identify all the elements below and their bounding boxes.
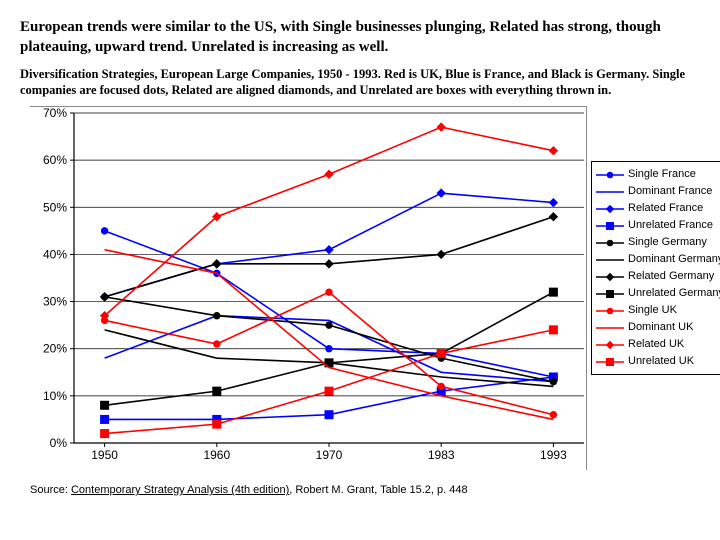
svg-text:60%: 60%	[43, 153, 67, 167]
legend-swatch	[596, 322, 624, 334]
svg-text:1993: 1993	[540, 448, 567, 462]
series-related-france	[101, 189, 558, 301]
svg-text:70%: 70%	[43, 107, 67, 120]
legend-label: Single Germany	[628, 234, 707, 252]
legend-label: Unrelated France	[628, 217, 713, 235]
legend-label: Related France	[628, 200, 703, 218]
source-label: Source:	[30, 484, 71, 496]
chart-caption: Diversification Strategies, European Lar…	[20, 67, 700, 98]
series-related-germany	[101, 213, 558, 301]
svg-text:10%: 10%	[43, 389, 67, 403]
legend-swatch	[596, 271, 624, 283]
svg-text:1950: 1950	[91, 448, 118, 462]
legend-label: Dominant France	[628, 183, 712, 201]
legend-swatch	[596, 288, 624, 300]
source-title: Contemporary Strategy Analysis (4th edit…	[71, 484, 289, 496]
legend-item: Unrelated France	[596, 217, 720, 234]
legend-swatch	[596, 356, 624, 368]
page-heading: European trends were similar to the US, …	[20, 18, 700, 57]
legend-label: Related Germany	[628, 268, 714, 286]
svg-text:0%: 0%	[50, 436, 68, 450]
legend-swatch	[596, 169, 624, 181]
legend-item: Single Germany	[596, 234, 720, 251]
legend-label: Dominant UK	[628, 319, 693, 337]
legend-label: Single France	[628, 166, 696, 184]
legend-item: Dominant UK	[596, 319, 720, 336]
svg-text:30%: 30%	[43, 295, 67, 309]
legend-swatch	[596, 254, 624, 266]
line-chart-svg: 0% 10% 20% 30% 40% 50% 60% 70% 1950 1960 1970 1983 1…	[30, 107, 586, 465]
legend-swatch	[596, 305, 624, 317]
source-citation: Source: Contemporary Strategy Analysis (…	[30, 484, 700, 496]
legend-item: Related UK	[596, 336, 720, 353]
svg-text:20%: 20%	[43, 342, 67, 356]
svg-text:40%: 40%	[43, 248, 67, 262]
legend-item: Unrelated UK	[596, 353, 720, 370]
legend-swatch	[596, 203, 624, 215]
legend-swatch	[596, 339, 624, 351]
legend-label: Dominant Germany	[628, 251, 720, 269]
legend-item: Dominant Germany	[596, 251, 720, 268]
legend-item: Related France	[596, 200, 720, 217]
legend-swatch	[596, 237, 624, 249]
svg-text:1970: 1970	[316, 448, 343, 462]
legend-label: Unrelated Germany	[628, 285, 720, 303]
legend-item: Unrelated Germany	[596, 285, 720, 302]
series-dominant-germany	[105, 330, 554, 387]
legend-item: Single France	[596, 166, 720, 183]
legend-item: Single UK	[596, 302, 720, 319]
legend-item: Dominant France	[596, 183, 720, 200]
legend-item: Related Germany	[596, 268, 720, 285]
legend-label: Unrelated UK	[628, 353, 694, 371]
source-details: , Robert M. Grant, Table 15.2, p. 448	[289, 484, 467, 496]
chart-legend: Single FranceDominant FranceRelated Fran…	[591, 161, 720, 375]
svg-text:50%: 50%	[43, 201, 67, 215]
svg-text:1983: 1983	[428, 448, 455, 462]
chart-container: 0% 10% 20% 30% 40% 50% 60% 70% 1950 1960 1970 1983 1…	[30, 106, 700, 470]
legend-label: Related UK	[628, 336, 684, 354]
legend-label: Single UK	[628, 302, 677, 320]
legend-swatch	[596, 220, 624, 232]
series-single-germany	[101, 294, 556, 385]
legend-swatch	[596, 186, 624, 198]
svg-text:1960: 1960	[203, 448, 230, 462]
chart-plot: 0% 10% 20% 30% 40% 50% 60% 70% 1950 1960 1970 1983 1…	[30, 106, 587, 470]
